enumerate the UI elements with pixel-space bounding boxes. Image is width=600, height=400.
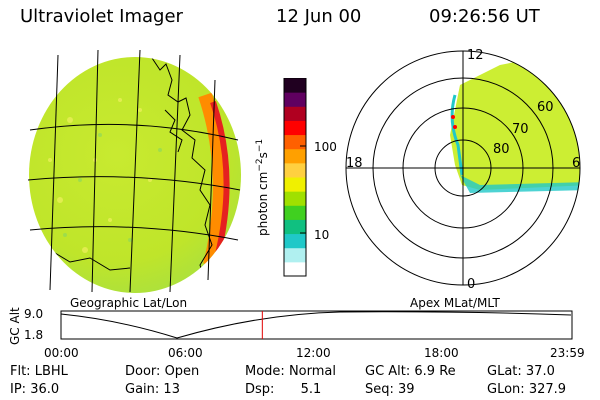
polar-plot: 12 18 6 0 60 70 80 — [345, 48, 581, 292]
colorbar-segment — [284, 162, 306, 178]
info-glon: GLon: 327.9 — [487, 382, 567, 397]
colorbar-segment — [284, 177, 306, 192]
colorbar-segment — [284, 78, 306, 93]
globe-noise — [48, 98, 152, 253]
info-gain: Gain: 13 — [125, 382, 180, 397]
altitude-curve — [60, 311, 572, 339]
info-ip: IP: 36.0 — [10, 382, 60, 397]
mlat-label-70: 70 — [512, 122, 529, 137]
altitude-plot — [60, 310, 573, 340]
mlt-label-0: 0 — [467, 277, 475, 292]
mlat-label-80: 80 — [493, 142, 510, 157]
coastline — [151, 57, 213, 281]
info-flt: Flt: LBHL — [10, 364, 68, 379]
colorbar-segment — [284, 205, 306, 220]
mlt-label-6: 6 — [572, 156, 580, 171]
limb-glow-outer — [198, 92, 227, 267]
globe-panel-label: Geographic Lat/Lon — [70, 296, 188, 310]
colorbar-tick-100: 100 — [314, 140, 337, 154]
info-seq: Seq: 39 — [365, 382, 415, 397]
altitude-ytick-min: 1.8 — [24, 328, 44, 342]
altitude-plot-frame — [60, 310, 573, 340]
colorbar-segment — [284, 120, 306, 136]
colorbar-segment — [284, 191, 306, 206]
colorbar-segment — [284, 134, 306, 150]
polar-grid — [345, 50, 581, 286]
polar-panel-label: Apex MLat/MLT — [410, 296, 500, 310]
time-tick-2359: 23:59 — [550, 346, 585, 360]
info-glat: GLat: 37.0 — [487, 364, 555, 379]
limb-glow-inner — [210, 101, 230, 259]
time-tick-0000: 00:00 — [44, 346, 79, 360]
info-door: Door: Open — [125, 364, 200, 379]
colorbar-segment — [284, 106, 306, 121]
info-mode: Mode: Normal — [245, 364, 336, 379]
colorbar-segment — [284, 148, 306, 164]
instrument-title: Ultraviolet Imager — [20, 6, 183, 27]
colorbar-segment — [284, 92, 306, 107]
mlt-label-12: 12 — [467, 48, 484, 63]
time-tick-0600: 06:00 — [168, 346, 203, 360]
altitude-ytick-max: 9.0 — [24, 307, 44, 321]
globe-image-panel — [27, 49, 241, 293]
graticule — [27, 49, 241, 293]
colorbar-tick-10: 10 — [314, 228, 330, 242]
colorbar-segment — [284, 261, 306, 277]
date-label: 12 Jun 00 — [276, 6, 362, 27]
altitude-ylabel: GC Alt — [8, 307, 22, 345]
colorbar-segment — [284, 219, 306, 235]
colorbar-segment — [284, 247, 306, 263]
info-gc-alt: GC Alt: 6.9 Re — [365, 364, 456, 379]
info-dsp: Dsp: 5.1 — [245, 382, 322, 397]
mlt-label-18: 18 — [346, 156, 363, 171]
mlat-label-60: 60 — [537, 100, 554, 115]
colorbar-unit-label: photon cm−2s−1 — [255, 138, 270, 236]
colorbar-segment — [284, 233, 306, 249]
colorbar — [283, 78, 307, 277]
time-label: 09:26:56 UT — [429, 6, 540, 27]
time-tick-1800: 18:00 — [424, 346, 459, 360]
time-tick-1200: 12:00 — [296, 346, 331, 360]
